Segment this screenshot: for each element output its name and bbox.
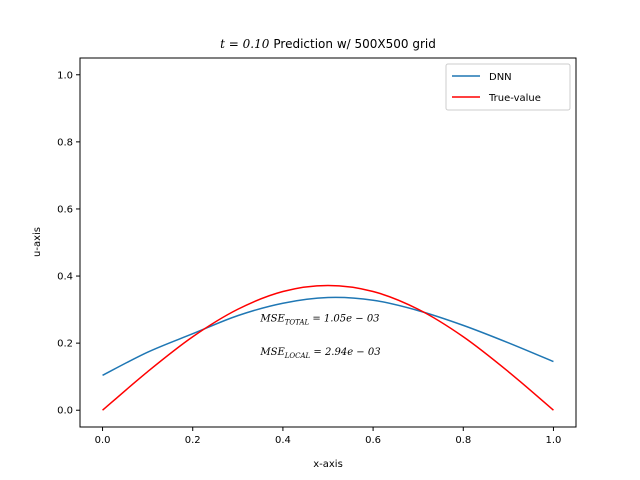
y-tick-label: 0.2	[57, 339, 73, 350]
legend-label-true-value: True-value	[488, 93, 541, 104]
x-tick-label: 0.2	[185, 435, 201, 446]
y-tick-label: 0.4	[57, 272, 73, 283]
x-axis-ticks: 0.0 0.2 0.4 0.6 0.8 1.0	[95, 427, 562, 446]
y-tick-label: 0.6	[57, 204, 73, 215]
series-layer	[102, 284, 554, 411]
annotation-layer: MSETOTAL = 1.05e − 03 MSELOCAL = 2.94e −…	[259, 313, 380, 360]
mse-total-sub: TOTAL	[285, 318, 310, 326]
x-tick-label: 0.6	[365, 435, 381, 446]
y-axis-ticks: 0.0 0.2 0.4 0.6 0.8 1.0	[57, 70, 80, 417]
y-tick-label: 0.8	[57, 137, 73, 148]
x-tick-label: 0.8	[455, 435, 471, 446]
legend: DNN True-value	[445, 63, 571, 111]
series-line-dnn	[102, 296, 554, 377]
x-tick-label: 0.0	[95, 435, 111, 446]
mse-local-value: = 2.94e − 03	[310, 347, 380, 358]
x-axis-label: x-axis	[313, 459, 343, 470]
mse-local-annotation: MSELOCAL = 2.94e − 03	[259, 347, 380, 360]
plot-area	[79, 57, 577, 428]
title-text: Prediction w/ 500X500 grid	[273, 37, 435, 51]
mse-total-annotation: MSETOTAL = 1.05e − 03	[259, 313, 379, 326]
series-line-true-value	[102, 284, 554, 411]
mse-local-sub: LOCAL	[284, 352, 311, 360]
y-tick-label: 1.0	[57, 70, 73, 81]
y-tick-label: 0.0	[57, 406, 73, 417]
title-math: t = 0.10	[220, 37, 270, 51]
x-tick-label: 0.4	[275, 435, 291, 446]
x-tick-label: 1.0	[546, 435, 562, 446]
mse-local-main: MSE	[259, 347, 285, 358]
mse-total-value: = 1.05e − 03	[309, 313, 379, 324]
mse-total-main: MSE	[259, 313, 285, 324]
legend-label-dnn: DNN	[489, 72, 512, 83]
chart-title: t = 0.10 Prediction w/ 500X500 grid	[220, 37, 436, 51]
y-axis-label: u-axis	[32, 227, 43, 257]
